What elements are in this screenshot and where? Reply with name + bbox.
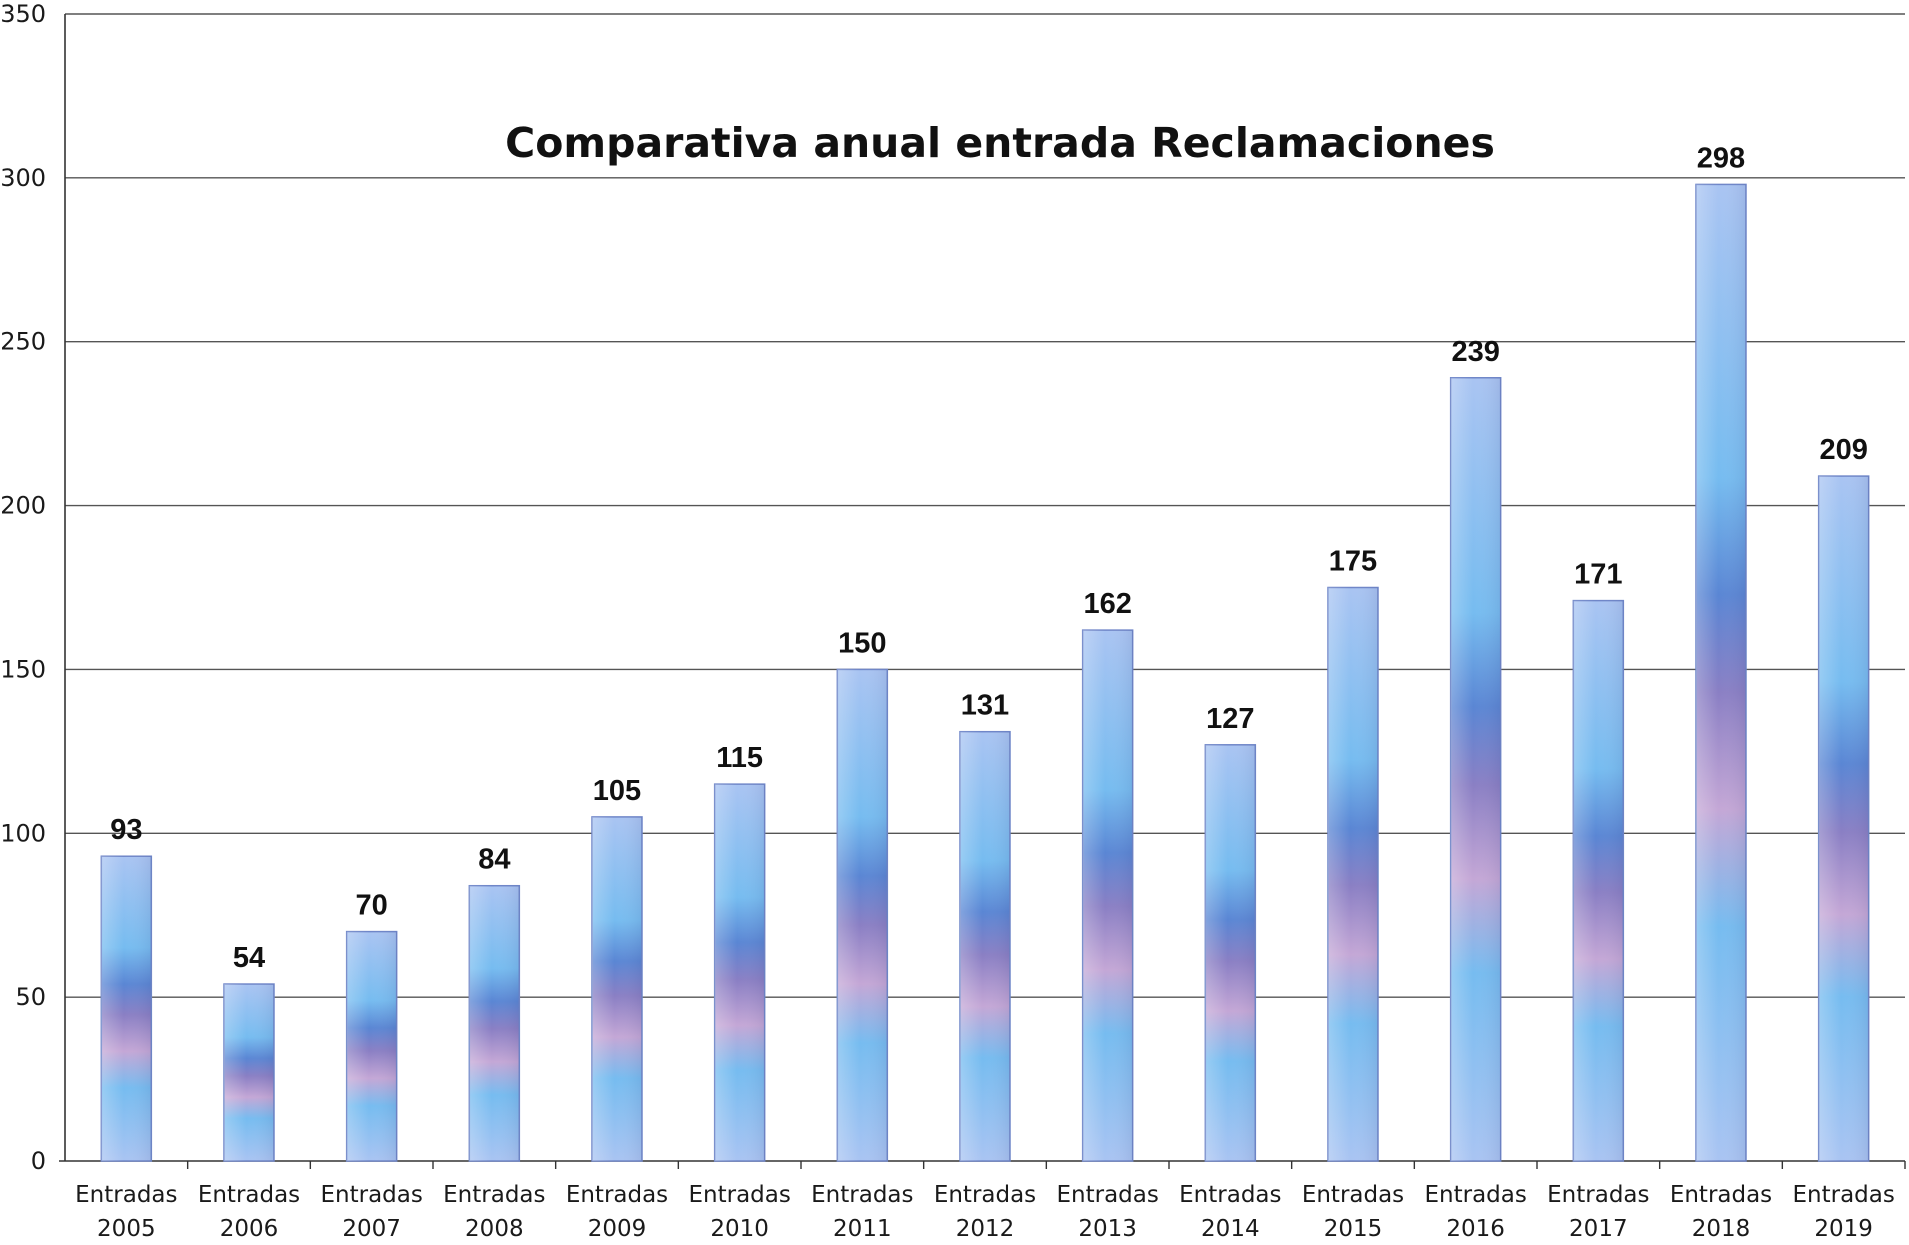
value-label-2005: 93 <box>110 814 142 846</box>
x-category-line1-2006: Entradas <box>198 1182 300 1208</box>
y-axis-ticks: 0 50 100 150 200 250 300 350 <box>0 0 46 1175</box>
bar-shade-2009 <box>592 816 642 1161</box>
x-category-line1-2008: Entradas <box>443 1182 545 1208</box>
y-tick-label-100: 100 <box>0 819 46 847</box>
x-category-line1-2011: Entradas <box>811 1182 913 1208</box>
x-category-line1-2019: Entradas <box>1792 1182 1894 1208</box>
bar-shade-2008 <box>469 885 520 1161</box>
chart-title: Comparativa anual entrada Reclamaciones <box>505 119 1495 167</box>
x-category-line1-2014: Entradas <box>1179 1182 1281 1208</box>
value-label-2016: 239 <box>1451 336 1499 368</box>
x-category-line2-2011: 2011 <box>833 1216 892 1242</box>
x-category-line1-2017: Entradas <box>1547 1182 1649 1208</box>
x-category-line2-2013: 2013 <box>1078 1216 1137 1242</box>
value-label-2014: 127 <box>1206 703 1254 735</box>
x-category-line2-2017: 2017 <box>1569 1216 1628 1242</box>
value-label-2012: 131 <box>961 690 1009 722</box>
y-tick-label-300: 300 <box>0 164 46 192</box>
bar-shade-2007 <box>346 931 397 1161</box>
y-tick-label-50: 50 <box>15 983 46 1011</box>
bar-shade-2016 <box>1450 377 1501 1162</box>
x-category-line2-2014: 2014 <box>1201 1216 1260 1242</box>
value-label-2015: 175 <box>1329 546 1377 578</box>
x-category-line1-2007: Entradas <box>320 1182 422 1208</box>
bar-shade-2018 <box>1696 184 1746 1161</box>
y-tick-label-350: 350 <box>0 0 46 28</box>
x-category-line1-2012: Entradas <box>934 1182 1036 1208</box>
x-category-line2-2016: 2016 <box>1446 1216 1505 1242</box>
bar-shade-2014 <box>1205 744 1256 1161</box>
x-category-line2-2006: 2006 <box>220 1216 279 1242</box>
x-category-line2-2008: 2008 <box>465 1216 524 1242</box>
x-category-line2-2005: 2005 <box>97 1216 156 1242</box>
bar-shade-2011 <box>837 669 888 1161</box>
value-label-2009: 105 <box>593 775 641 807</box>
x-category-line1-2005: Entradas <box>75 1182 177 1208</box>
x-category-line2-2009: 2009 <box>588 1216 647 1242</box>
bar-shade-2013 <box>1082 630 1133 1161</box>
bars <box>100 183 1870 1162</box>
value-label-2018: 298 <box>1697 142 1745 174</box>
bar-shade-2019 <box>1818 476 1869 1161</box>
value-label-2011: 150 <box>838 627 886 659</box>
value-label-2007: 70 <box>356 890 388 922</box>
x-category-line2-2010: 2010 <box>710 1216 769 1242</box>
x-axis-categories: Entradas 2005 Entradas 2006 Entradas 2007 Entr… <box>75 1182 1895 1242</box>
bar-shade-2005 <box>101 856 152 1161</box>
value-label-2010: 115 <box>716 742 763 774</box>
x-category-line1-2015: Entradas <box>1302 1182 1404 1208</box>
value-label-2006: 54 <box>233 942 265 974</box>
bar-shade-2010 <box>714 784 765 1161</box>
bar-shade-2017 <box>1573 600 1624 1161</box>
bar-shade-2006 <box>224 984 274 1161</box>
x-category-line1-2010: Entradas <box>688 1182 790 1208</box>
y-tick-label-200: 200 <box>0 492 46 520</box>
x-category-line1-2016: Entradas <box>1424 1182 1526 1208</box>
bar-shade-2015 <box>1328 587 1378 1161</box>
x-category-line2-2015: 2015 <box>1324 1216 1383 1242</box>
value-label-2013: 162 <box>1083 588 1131 620</box>
x-category-line1-2018: Entradas <box>1670 1182 1772 1208</box>
x-category-line2-2019: 2019 <box>1814 1216 1873 1242</box>
y-tick-label-250: 250 <box>0 328 46 356</box>
x-category-line2-2012: 2012 <box>956 1216 1015 1242</box>
value-label-2008: 84 <box>478 844 510 876</box>
x-category-line1-2009: Entradas <box>566 1182 668 1208</box>
y-tick-label-150: 150 <box>0 655 46 683</box>
x-category-line1-2013: Entradas <box>1056 1182 1158 1208</box>
x-category-line2-2007: 2007 <box>342 1216 401 1242</box>
x-category-line2-2018: 2018 <box>1692 1216 1751 1242</box>
bar-shade-2012 <box>960 731 1010 1161</box>
value-label-2017: 171 <box>1574 559 1622 591</box>
value-label-2019: 209 <box>1819 434 1867 466</box>
y-tick-label-0: 0 <box>31 1147 46 1175</box>
data-labels: 93 54 70 84 105 115 150 131 162 127 175 239 171 298 20… <box>110 142 1868 974</box>
gridlines <box>65 13 1905 998</box>
